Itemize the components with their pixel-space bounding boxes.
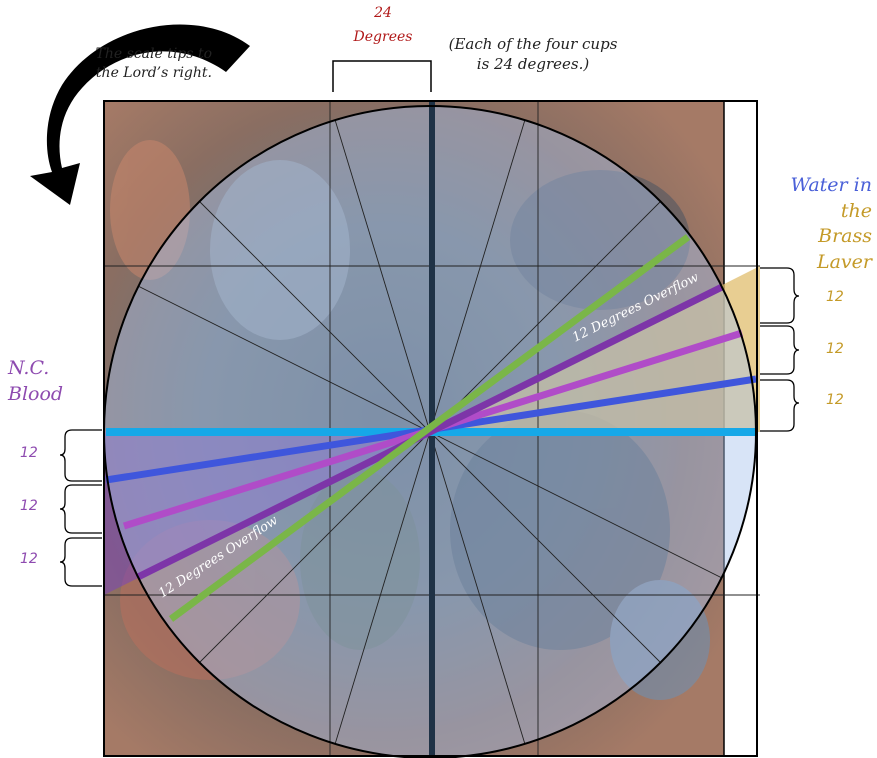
top-degree-bracket [332, 60, 432, 92]
green-tilt-line [168, 234, 691, 622]
outer-frame [103, 100, 758, 757]
top-degree-value: 24 [374, 5, 392, 21]
blood-title-line2: Blood [8, 382, 64, 405]
blood-increment-1: 12 [20, 445, 38, 461]
water-title-line3: Laver [816, 250, 872, 273]
cups-note-line2: is 24 degrees.) [476, 55, 590, 74]
water-title: Water in the Brass Laver [788, 173, 872, 276]
balance-lines [105, 234, 757, 622]
top-degree-label: 24 Degrees [350, 4, 416, 47]
water-increment-3: 12 [826, 392, 844, 408]
water-increment-2: 12 [826, 341, 844, 357]
water-title-line2: the Brass [818, 199, 872, 248]
blood-title: N.C. Blood [8, 356, 63, 407]
right-braces [760, 267, 800, 432]
water-title-line1: Water in [790, 174, 872, 196]
cups-note-line1: (Each of the four cups [448, 35, 618, 53]
blood-increment-2: 12 [20, 498, 38, 514]
tip-note-line1: The scale tips to [95, 46, 212, 62]
water-increment-1: 12 [826, 289, 844, 305]
tip-note: The scale tips to the Lord’s right. [92, 45, 212, 83]
tip-note-line2: the Lord’s right. [95, 64, 212, 81]
blood-increment-3: 12 [20, 551, 38, 567]
left-braces [59, 429, 102, 587]
blood-title-line1: N.C. [8, 357, 50, 379]
dark-purple-tilt-line [136, 283, 724, 581]
curved-arrow-icon [30, 24, 250, 206]
cups-note: (Each of the four cups is 24 degrees.) [448, 34, 618, 75]
top-degree-unit: Degrees [353, 28, 413, 45]
